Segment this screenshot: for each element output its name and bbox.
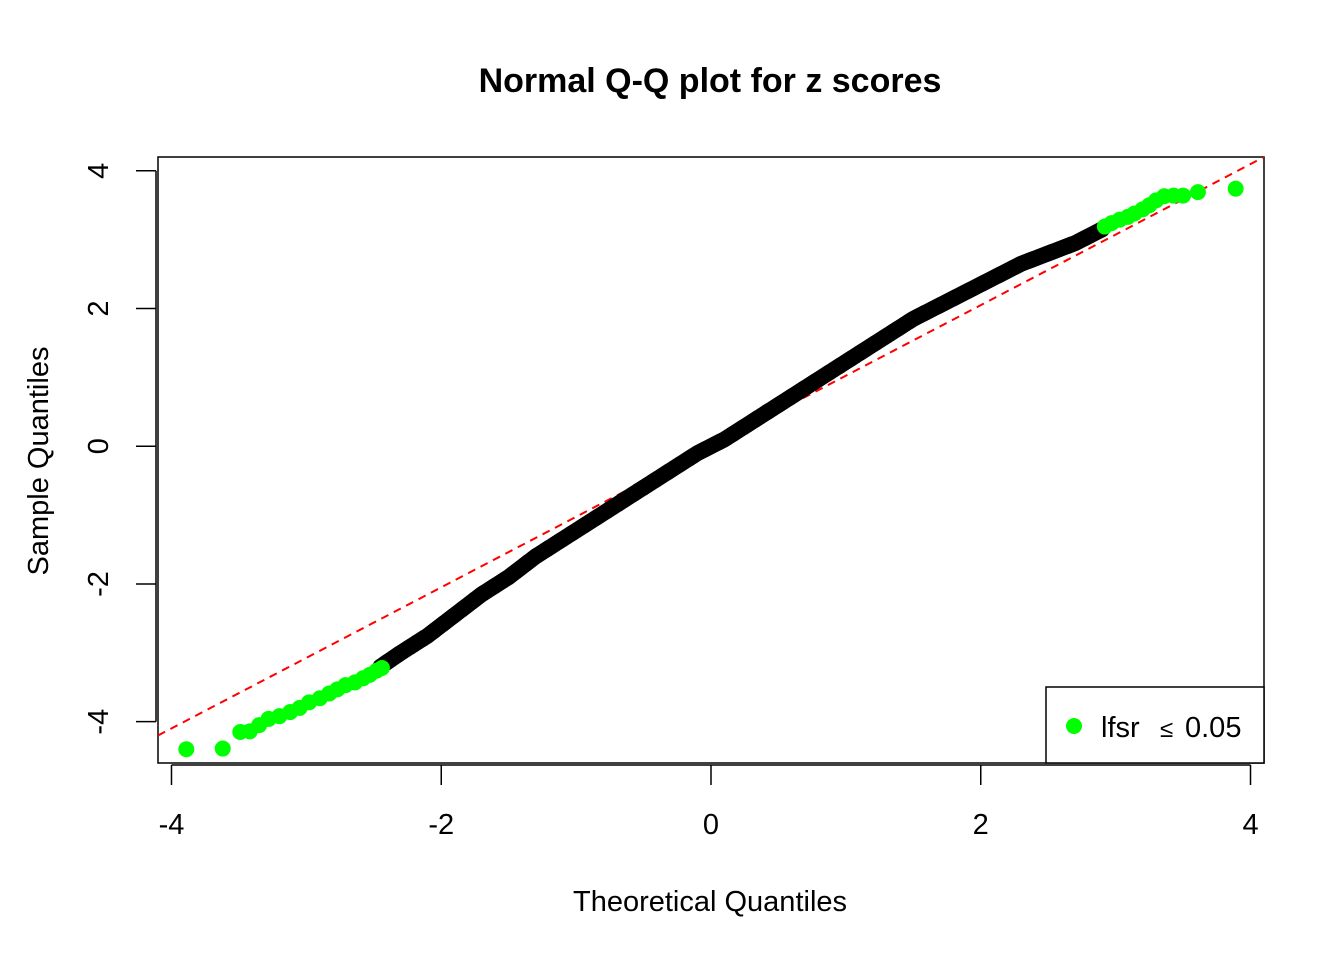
plot-frame [157, 156, 1265, 764]
data-point-lfsr [178, 741, 195, 758]
x-tick-label: -4 [159, 809, 185, 841]
reference-line-layer [158, 157, 1264, 737]
legend-symbol: ≤ [1160, 716, 1173, 743]
y-axis: -4 -2 0 2 4 [83, 163, 157, 735]
x-tick-label: 4 [1242, 809, 1258, 841]
x-axis: -4 -2 0 2 4 [159, 764, 1259, 841]
y-tick-label: 0 [83, 438, 115, 454]
x-tick-label: 0 [703, 809, 719, 841]
data-point-lfsr [1227, 180, 1244, 197]
data-point-lfsr [373, 659, 390, 676]
reference-line [158, 157, 1264, 737]
points-layer [178, 180, 1244, 758]
legend-marker [1066, 718, 1082, 734]
y-tick-label: 2 [83, 300, 115, 316]
data-point-lfsr [214, 740, 231, 757]
legend-threshold: 0.05 [1185, 712, 1241, 744]
y-tick-label: 4 [83, 163, 115, 179]
y-axis-label: Sample Quantiles [23, 347, 55, 576]
y-tick-label: -4 [83, 709, 115, 735]
data-point-lfsr [1189, 184, 1206, 201]
legend: lfsr ≤ 0.05 [1045, 686, 1265, 764]
legend-label: lfsr [1101, 712, 1140, 744]
chart-title: Normal Q-Q plot for z scores [479, 62, 942, 100]
x-axis-label: Theoretical Quantiles [573, 886, 847, 918]
data-point-lfsr [1175, 187, 1192, 204]
y-tick-label: -2 [83, 571, 115, 597]
x-tick-label: -2 [428, 809, 454, 841]
x-tick-label: 2 [973, 809, 989, 841]
legend-box [1045, 686, 1265, 764]
